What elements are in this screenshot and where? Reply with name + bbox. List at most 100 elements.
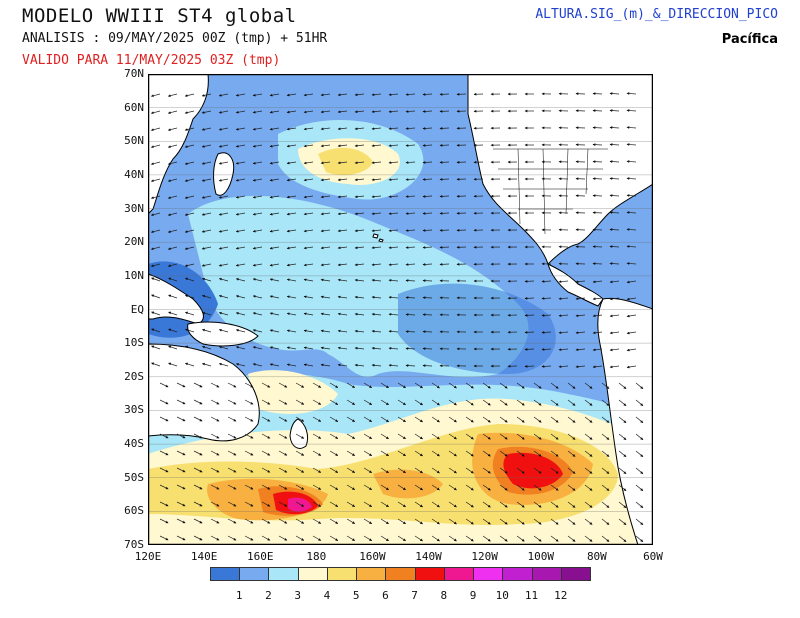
direction-arrow	[541, 280, 552, 283]
direction-arrow	[363, 484, 373, 490]
direction-arrow	[218, 212, 229, 216]
direction-arrow	[499, 467, 508, 474]
direction-arrow	[184, 263, 195, 267]
direction-arrow	[405, 178, 416, 181]
direction-arrow	[371, 246, 382, 250]
direction-arrow	[592, 262, 603, 266]
direction-arrow	[303, 127, 314, 131]
philippines-indonesia-land	[148, 273, 204, 325]
direction-arrow	[235, 127, 246, 131]
direction-arrow	[269, 195, 280, 199]
direction-arrow	[261, 501, 271, 507]
direction-arrow	[431, 399, 440, 406]
direction-arrow	[278, 501, 288, 507]
direction-arrow	[235, 195, 246, 199]
direction-arrow	[269, 263, 280, 267]
direction-arrow	[414, 433, 423, 440]
direction-arrow	[286, 263, 297, 267]
direction-arrow	[252, 278, 263, 282]
direction-arrow	[482, 518, 491, 525]
latitude-label: 40S	[124, 437, 144, 451]
direction-arrow	[609, 92, 620, 95]
direction-arrow	[210, 484, 220, 490]
direction-arrow	[524, 364, 535, 368]
direction-arrow	[414, 382, 423, 389]
direction-arrow	[431, 501, 440, 508]
direction-arrow	[558, 348, 569, 351]
direction-arrow	[397, 399, 406, 406]
direction-arrow	[329, 484, 339, 490]
direction-arrow	[448, 416, 457, 423]
direction-arrow	[405, 110, 416, 113]
colorbar-swatch	[210, 567, 241, 581]
direction-arrow	[210, 433, 220, 439]
direction-arrow	[601, 467, 610, 474]
direction-arrow	[609, 365, 620, 369]
direction-arrow	[601, 501, 610, 508]
direction-arrow	[371, 346, 382, 350]
direction-arrow	[363, 399, 373, 405]
direction-arrow	[618, 382, 627, 389]
direction-arrow	[150, 161, 161, 166]
direction-arrow	[261, 467, 271, 473]
direction-arrow	[533, 535, 542, 542]
direction-arrow	[541, 314, 552, 317]
direction-arrow	[567, 433, 576, 440]
direction-arrow	[405, 279, 416, 282]
direction-arrow	[278, 535, 288, 541]
direction-arrow	[261, 518, 271, 524]
direction-arrow	[618, 467, 627, 474]
direction-arrow	[320, 363, 331, 367]
direction-arrow	[592, 228, 603, 232]
direction-arrow	[380, 382, 389, 389]
direction-arrow	[176, 535, 186, 541]
direction-arrow	[235, 329, 246, 333]
longitude-label: 160W	[359, 550, 386, 563]
direction-arrow	[312, 399, 322, 405]
direction-arrow	[286, 144, 297, 148]
direction-arrow	[346, 433, 356, 439]
direction-arrow	[261, 399, 271, 405]
direction-arrow	[201, 195, 212, 199]
direction-arrow	[567, 467, 576, 474]
direction-arrow	[575, 280, 586, 284]
direction-arrow	[482, 450, 491, 457]
direction-arrow	[176, 467, 186, 473]
direction-arrow	[252, 346, 263, 350]
direction-arrow	[252, 127, 263, 131]
direction-arrow	[405, 212, 416, 215]
direction-arrow	[295, 518, 305, 524]
direction-arrow	[405, 313, 416, 316]
direction-arrow	[601, 433, 610, 440]
direction-arrow	[286, 363, 297, 367]
direction-arrow	[337, 363, 348, 367]
colorbar-swatch	[326, 567, 358, 581]
direction-arrow	[201, 362, 212, 367]
direction-arrow	[269, 93, 280, 97]
direction-arrow	[151, 328, 161, 333]
direction-arrow	[261, 535, 271, 541]
direction-arrow	[371, 127, 382, 131]
direction-arrow	[252, 229, 263, 233]
direction-arrow	[448, 450, 457, 457]
direction-arrow	[397, 484, 406, 491]
direction-arrow	[388, 347, 399, 350]
direction-arrow	[354, 312, 365, 316]
direction-arrow	[499, 399, 508, 406]
direction-arrow	[159, 501, 169, 507]
direction-arrow	[550, 518, 559, 525]
direction-arrow	[286, 329, 297, 333]
direction-arrow	[626, 143, 637, 146]
direction-arrow	[516, 501, 525, 508]
direction-arrow	[626, 314, 637, 318]
direction-arrow	[626, 228, 637, 231]
direction-arrow	[218, 195, 229, 199]
direction-arrow	[422, 127, 433, 130]
direction-arrow	[252, 178, 263, 182]
direction-arrow	[286, 229, 297, 233]
direction-arrow	[167, 127, 178, 131]
direction-arrow	[626, 92, 637, 95]
direction-arrow	[482, 535, 491, 542]
direction-arrow	[414, 484, 423, 491]
direction-arrow	[269, 278, 280, 282]
